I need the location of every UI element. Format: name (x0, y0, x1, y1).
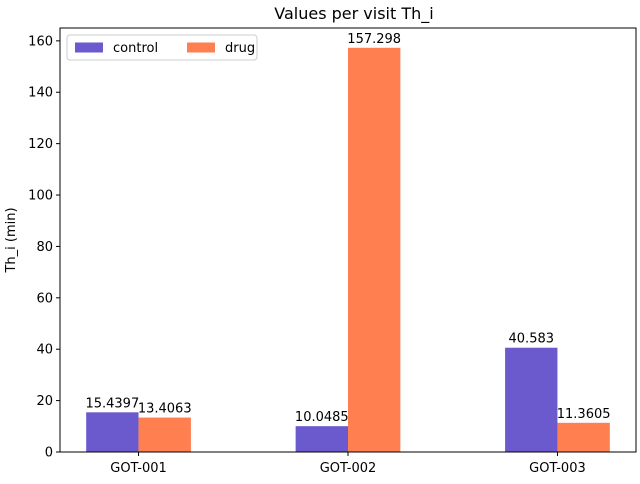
x-tick-label: GOT-003 (529, 461, 586, 476)
y-tick-label: 0 (45, 446, 53, 461)
bar-value-label: 157.298 (347, 32, 401, 47)
bar-value-label: 10.0485 (295, 410, 349, 425)
chart-title: Values per visit Th_i (274, 4, 433, 24)
y-tick-label: 40 (36, 343, 53, 358)
legend-label-drug: drug (225, 41, 255, 56)
legend-swatch-drug (187, 42, 215, 53)
bar-value-label: 13.4063 (138, 402, 192, 417)
y-tick-label: 140 (28, 86, 53, 101)
x-axis-ticks: GOT-001 GOT-002 GOT-003 (110, 452, 586, 476)
x-tick-label: GOT-001 (110, 461, 167, 476)
y-tick-label: 120 (28, 137, 53, 152)
bar-value-label: 15.4397 (85, 396, 139, 411)
bar-drug-GOT-001 (138, 417, 191, 452)
y-tick-label: 160 (28, 34, 53, 49)
legend: control drug (66, 34, 258, 61)
legend-swatch-control (75, 42, 103, 53)
bars (86, 47, 610, 452)
bar-control-GOT-003 (505, 347, 558, 452)
bar-drug-GOT-003 (557, 422, 610, 452)
bar-value-label: 11.3605 (557, 407, 611, 422)
legend-box (66, 34, 258, 61)
y-tick-label: 20 (36, 394, 53, 409)
y-axis-label: Th_i (min) (4, 207, 19, 273)
plot-frame (59, 27, 637, 453)
bar-value-labels: 15.4397 10.0485 40.583 13.4063 157.298 11.360… (85, 32, 610, 425)
y-axis-ticks: 0 20 40 60 80 100 120 140 160 (28, 34, 60, 461)
legend-label-control: control (113, 41, 158, 56)
x-tick-label: GOT-002 (320, 461, 377, 476)
bar-control-GOT-002 (295, 426, 348, 452)
y-tick-label: 80 (36, 240, 53, 255)
bar-drug-GOT-002 (348, 47, 401, 452)
bar-control-GOT-001 (86, 412, 139, 452)
y-tick-label: 100 (28, 189, 53, 204)
y-tick-label: 60 (36, 291, 53, 306)
bar-value-label: 40.583 (509, 332, 555, 347)
